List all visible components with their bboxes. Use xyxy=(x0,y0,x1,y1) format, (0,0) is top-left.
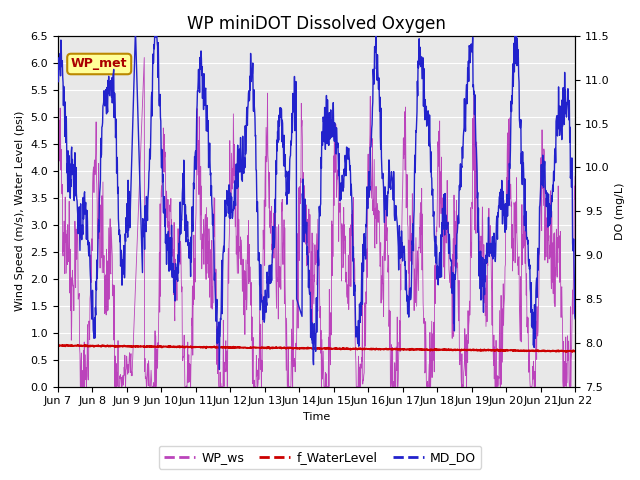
Y-axis label: Wind Speed (m/s), Water Level (psi): Wind Speed (m/s), Water Level (psi) xyxy=(15,111,25,312)
Y-axis label: DO (mg/L): DO (mg/L) xyxy=(615,182,625,240)
Title: WP miniDOT Dissolved Oxygen: WP miniDOT Dissolved Oxygen xyxy=(187,15,446,33)
Text: WP_met: WP_met xyxy=(71,58,127,71)
X-axis label: Time: Time xyxy=(303,412,330,422)
Legend: WP_ws, f_WaterLevel, MD_DO: WP_ws, f_WaterLevel, MD_DO xyxy=(159,446,481,469)
